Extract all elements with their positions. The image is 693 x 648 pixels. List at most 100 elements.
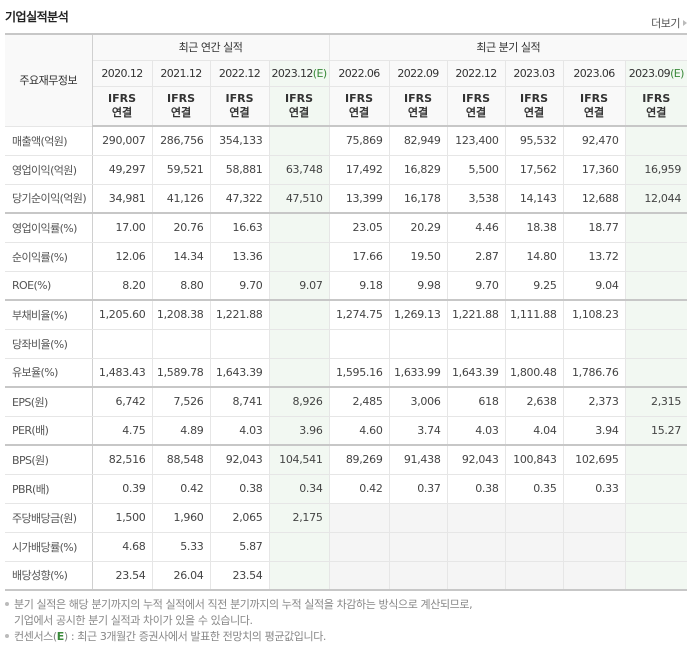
annual-value-cell: 34,981 xyxy=(91,183,153,214)
period-header-annual: 2023.12(E) xyxy=(268,59,330,87)
annual-value-cell: 13.36 xyxy=(209,241,270,272)
quarterly-value-cell: 17.66 xyxy=(328,241,390,272)
annual-value-cell: 23.54 xyxy=(91,560,153,591)
quarterly-value-cell: 2,638 xyxy=(504,386,564,417)
annual-value-cell: 82,516 xyxy=(91,444,153,475)
quarterly-value-cell: 20.29 xyxy=(388,212,448,243)
quarterly-value-cell: 0.42 xyxy=(328,473,390,504)
quarterly-value-cell xyxy=(624,560,688,591)
ifrs-consolidated-label: IFRS 연결 xyxy=(624,85,688,127)
period-header-quarterly: 2023.06 xyxy=(562,59,626,87)
annual-value-cell xyxy=(151,328,211,359)
quarterly-value-cell: 1,269.13 xyxy=(388,299,448,330)
annual-value-cell: 1,208.38 xyxy=(151,299,211,330)
period-header-annual: 2021.12 xyxy=(151,59,211,87)
annual-value-cell: 92,043 xyxy=(209,444,270,475)
quarterly-value-cell: 0.38 xyxy=(446,473,506,504)
annual-value-cell: 2,175 xyxy=(268,502,330,533)
quarterly-value-cell: 2,485 xyxy=(328,386,390,417)
row-label: 시가배당률(%) xyxy=(5,531,93,562)
quarterly-value-cell: 100,843 xyxy=(504,444,564,475)
table-body: 매출액(억원) 290,007 286,756 354,133 75,869 82,949… xyxy=(5,125,688,591)
annual-value-cell: 12.06 xyxy=(91,241,153,272)
quarterly-value-cell: 1,786.76 xyxy=(562,357,626,388)
quarterly-value-cell xyxy=(446,502,506,533)
quarterly-group-header: 최근 분기 실적 xyxy=(328,33,688,61)
quarterly-value-cell xyxy=(388,328,448,359)
row-label: BPS(원) xyxy=(5,444,93,475)
annual-value-cell: 0.39 xyxy=(91,473,153,504)
quarterly-value-cell: 92,470 xyxy=(562,125,626,156)
annual-value-cell: 1,483.43 xyxy=(91,357,153,388)
annual-value-cell: 9.70 xyxy=(209,270,270,301)
more-label[interactable]: 더보기 xyxy=(651,17,680,30)
table-row: BPS(원) 82,516 88,548 92,043 104,541 89,269 91,… xyxy=(5,444,688,475)
quarterly-value-cell xyxy=(328,531,390,562)
quarterly-value-cell: 3.74 xyxy=(388,415,448,446)
table-row: 순이익률(%) 12.06 14.34 13.36 17.66 19.50 2.87 14.8… xyxy=(5,241,688,272)
quarterly-value-cell xyxy=(328,560,390,591)
quarterly-value-cell: 9.04 xyxy=(562,270,626,301)
table-row: PBR(배) 0.39 0.42 0.38 0.34 0.42 0.37 0.38 0.35 0.… xyxy=(5,473,688,504)
annual-value-cell: 1,589.78 xyxy=(151,357,211,388)
footnotes: 분기 실적은 해당 분기까지의 누적 실적에서 직전 분기까지의 누적 실적을 … xyxy=(5,597,687,645)
quarterly-value-cell: 3.94 xyxy=(562,415,626,446)
annual-value-cell: 7,526 xyxy=(151,386,211,417)
annual-value-cell: 8,926 xyxy=(268,386,330,417)
quarterly-value-cell: 2,315 xyxy=(624,386,688,417)
annual-value-cell: 0.34 xyxy=(268,473,330,504)
bullet-icon xyxy=(5,602,9,606)
quarterly-value-cell xyxy=(624,531,688,562)
quarterly-value-cell xyxy=(624,357,688,388)
period-header-annual: 2020.12 xyxy=(92,59,153,87)
quarterly-value-cell: 14,143 xyxy=(504,183,564,214)
table-row: 영업이익률(%) 17.00 20.76 16.63 23.05 20.29 4.46 18.… xyxy=(5,212,688,243)
annual-value-cell: 286,756 xyxy=(151,125,211,156)
quarterly-value-cell: 14.80 xyxy=(504,241,564,272)
table-row: PER(배) 4.75 4.89 4.03 3.96 4.60 3.74 4.03 4.04 3.… xyxy=(5,415,688,446)
annual-value-cell: 23.54 xyxy=(209,560,270,591)
annual-value-cell: 8,741 xyxy=(209,386,270,417)
quarterly-value-cell: 75,869 xyxy=(328,125,390,156)
quarterly-value-cell: 12,688 xyxy=(562,183,626,214)
quarterly-value-cell xyxy=(504,531,564,562)
ifrs-consolidated-label: IFRS 연결 xyxy=(151,85,211,127)
annual-value-cell xyxy=(268,212,330,243)
annual-group-header: 최근 연간 실적 xyxy=(91,33,330,61)
annual-value-cell: 5.33 xyxy=(151,531,211,562)
ifrs-consolidated-label: IFRS 연결 xyxy=(446,85,506,127)
annual-value-cell: 0.38 xyxy=(209,473,270,504)
quarterly-value-cell xyxy=(624,444,688,475)
quarterly-value-cell: 23.05 xyxy=(328,212,390,243)
quarterly-value-cell xyxy=(328,502,390,533)
quarterly-value-cell: 92,043 xyxy=(446,444,506,475)
annual-value-cell: 1,205.60 xyxy=(91,299,153,330)
quarterly-value-cell: 17,562 xyxy=(504,154,564,185)
quarterly-value-cell: 4.60 xyxy=(328,415,390,446)
annual-value-cell: 1,221.88 xyxy=(209,299,270,330)
ifrs-consolidated-label: IFRS 연결 xyxy=(388,85,448,127)
annual-value-cell: 41,126 xyxy=(151,183,211,214)
quarterly-value-cell: 102,695 xyxy=(562,444,626,475)
annual-value-cell: 104,541 xyxy=(268,444,330,475)
quarterly-value-cell xyxy=(504,560,564,591)
annual-value-cell: 20.76 xyxy=(151,212,211,243)
quarterly-value-cell: 9.18 xyxy=(328,270,390,301)
annual-value-cell: 1,643.39 xyxy=(209,357,270,388)
quarterly-value-cell: 82,949 xyxy=(388,125,448,156)
table-row: EPS(원) 6,742 7,526 8,741 8,926 2,485 3,006 618 2… xyxy=(5,386,688,417)
ifrs-consolidated-label: IFRS 연결 xyxy=(268,85,330,127)
ifrs-consolidated-label: IFRS 연결 xyxy=(504,85,564,127)
quarterly-value-cell: 1,274.75 xyxy=(328,299,390,330)
quarterly-value-cell: 17,492 xyxy=(328,154,390,185)
quarterly-value-cell: 9.98 xyxy=(388,270,448,301)
annual-value-cell: 4.68 xyxy=(91,531,153,562)
quarterly-value-cell: 16,829 xyxy=(388,154,448,185)
more-link[interactable]: 더보기 xyxy=(651,15,687,31)
table-row: 시가배당률(%) 4.68 5.33 5.87 xyxy=(5,531,688,562)
table-row: 영업이익(억원) 49,297 59,521 58,881 63,748 17,492 16… xyxy=(5,154,688,185)
row-label: 영업이익률(%) xyxy=(5,212,93,243)
footnote-consensus: 컨센서스(E) : 최근 3개월간 증권사에서 발표한 전망치의 평균값입니다. xyxy=(5,629,687,645)
annual-value-cell xyxy=(268,241,330,272)
section-header: 기업실적분석 더보기 xyxy=(5,7,687,30)
